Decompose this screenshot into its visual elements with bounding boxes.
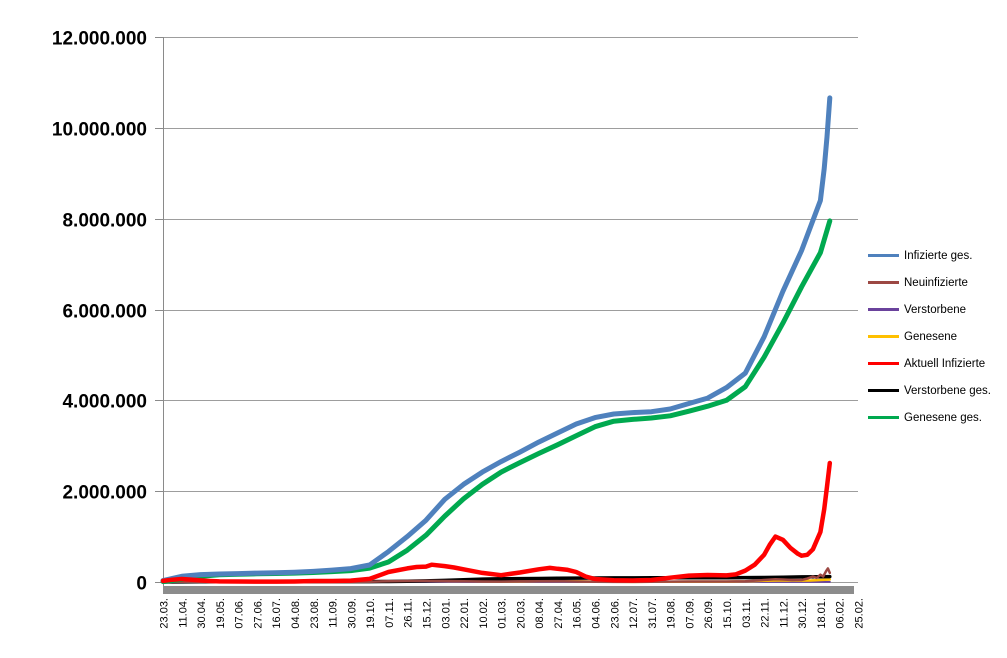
legend-item-aktuell-infizierte[interactable]: Aktuell Infizierte bbox=[868, 350, 991, 377]
y-axis-label: 12.000.000 bbox=[52, 29, 147, 50]
x-axis-label: 20.03. bbox=[515, 598, 527, 629]
legend-label: Aktuell Infizierte bbox=[904, 357, 986, 370]
x-axis-label: 08.04. bbox=[534, 598, 546, 629]
x-axis-label: 23.06. bbox=[609, 598, 621, 629]
legend-label: Infizierte ges. bbox=[904, 249, 973, 262]
y-axis-label: 2.000.000 bbox=[62, 483, 147, 504]
y-axis-label: 6.000.000 bbox=[62, 302, 147, 323]
legend-line-icon bbox=[868, 416, 899, 419]
x-axis-label: 07.11. bbox=[384, 598, 396, 628]
y-axis-label: 10.000.000 bbox=[52, 120, 147, 141]
x-axis-label: 07.06. bbox=[234, 598, 246, 629]
legend-item-infizierte-ges[interactable]: Infizierte ges. bbox=[868, 242, 991, 269]
x-axis-label: 19.05. bbox=[215, 598, 227, 629]
legend-label: Verstorbene bbox=[904, 303, 967, 316]
x-axis-label: 12.07. bbox=[628, 598, 640, 629]
x-axis-label: 30.09. bbox=[346, 598, 358, 629]
legend-label: Genesene ges. bbox=[904, 411, 983, 424]
legend-line-icon bbox=[868, 308, 899, 311]
legend-item-genesene-ges[interactable]: Genesene ges. bbox=[868, 404, 991, 431]
legend-item-genesene[interactable]: Genesene bbox=[868, 323, 991, 350]
x-axis-label: 11.09. bbox=[328, 598, 340, 628]
y-axis-label: 0 bbox=[136, 574, 147, 595]
x-axis-label: 15.10. bbox=[722, 598, 734, 629]
x-axis-label: 03.11. bbox=[741, 598, 753, 628]
x-axis-label: 10.02. bbox=[478, 598, 490, 629]
legend-item-verstorbene[interactable]: Verstorbene bbox=[868, 296, 991, 323]
x-axis-label: 06.02. bbox=[835, 598, 847, 629]
x-axis-label: 23.03. bbox=[159, 598, 171, 629]
x-axis-label: 11.12. bbox=[778, 598, 790, 628]
x-axis-label: 26.09. bbox=[703, 598, 715, 629]
x-axis-label: 30.04. bbox=[196, 598, 208, 629]
x-axis-label: 22.01. bbox=[459, 598, 471, 629]
x-axis-label: 18.01. bbox=[816, 598, 828, 629]
y-axis-label: 4.000.000 bbox=[62, 392, 147, 413]
legend-line-icon bbox=[868, 389, 899, 392]
legend-line-icon bbox=[868, 335, 899, 338]
series-line-genesene-ges bbox=[160, 218, 833, 585]
x-axis-label: 03.01. bbox=[440, 598, 452, 629]
x-axis-label: 04.06. bbox=[591, 598, 603, 629]
legend-label: Verstorbene ges. bbox=[904, 384, 991, 397]
x-axis-label: 25.02. bbox=[854, 598, 866, 629]
series-line-aktuell-infizierte bbox=[160, 460, 833, 584]
x-axis-label: 16.05. bbox=[572, 598, 584, 629]
legend-line-icon bbox=[868, 281, 899, 284]
legend-item-verstorbene-ges[interactable]: Verstorbene ges. bbox=[868, 377, 991, 404]
x-axis-label: 16.07. bbox=[271, 598, 283, 629]
x-axis-label: 19.10. bbox=[365, 598, 377, 629]
x-axis-label: 27.06. bbox=[252, 598, 264, 629]
legend-line-icon bbox=[868, 254, 899, 257]
x-axis-label: 23.08. bbox=[309, 598, 321, 629]
legend-label: Genesene bbox=[904, 330, 958, 343]
x-axis-label: 26.11. bbox=[403, 598, 415, 628]
chart-legend: Infizierte ges. Neuinfizierte Verstorben… bbox=[868, 242, 991, 431]
legend-label: Neuinfizierte bbox=[904, 276, 968, 289]
x-axis-label: 11.04. bbox=[177, 598, 189, 628]
x-axis-label: 27.04. bbox=[553, 598, 565, 629]
series-line-infizierte-ges bbox=[160, 95, 833, 584]
x-axis-label: 07.09. bbox=[684, 598, 696, 629]
x-axis-label: 30.12. bbox=[797, 598, 809, 629]
x-axis-label: 22.11. bbox=[760, 598, 772, 628]
x-axis-bar bbox=[163, 586, 854, 594]
x-axis-label: 19.08. bbox=[666, 598, 678, 629]
legend-item-neuinfizierte[interactable]: Neuinfizierte bbox=[868, 269, 991, 296]
x-axis-label: 04.08. bbox=[290, 598, 302, 629]
legend-line-icon bbox=[868, 362, 899, 365]
x-axis-label: 01.03. bbox=[497, 598, 509, 629]
x-axis-label: 15.12. bbox=[421, 598, 433, 629]
y-axis-label: 8.000.000 bbox=[62, 211, 147, 232]
x-axis-label: 31.07. bbox=[647, 598, 659, 629]
